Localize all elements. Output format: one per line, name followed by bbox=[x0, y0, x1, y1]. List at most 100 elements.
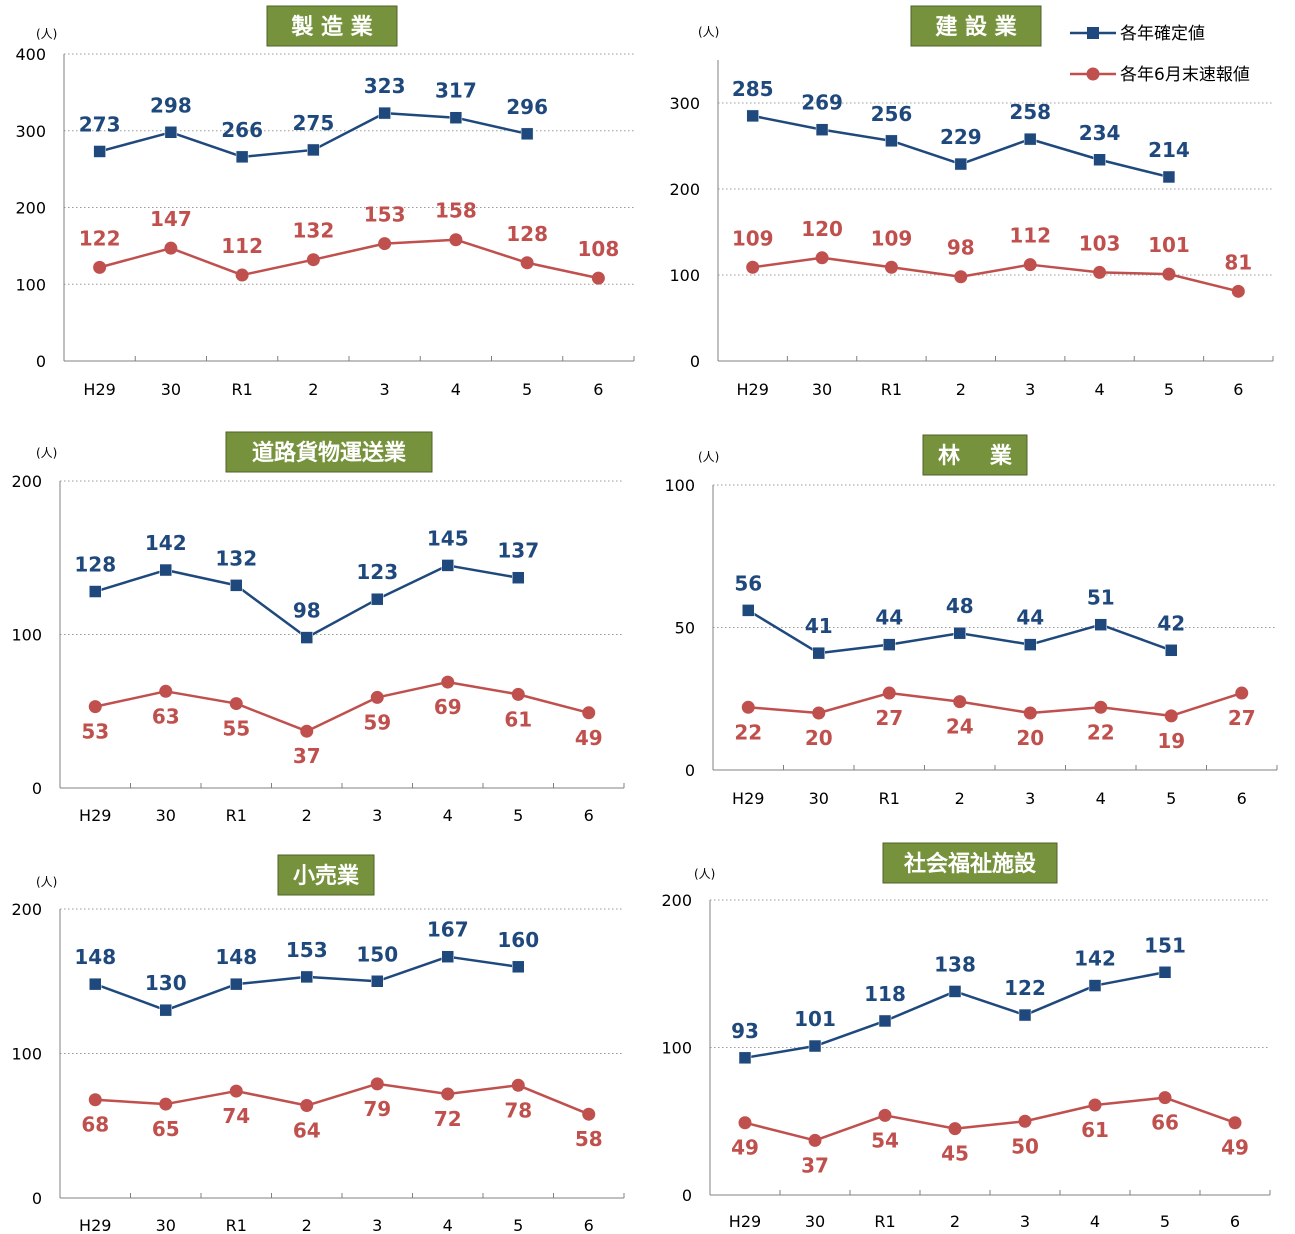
data-label: 160 bbox=[497, 928, 539, 952]
data-label: 68 bbox=[81, 1113, 109, 1137]
data-point-square bbox=[1023, 132, 1037, 146]
data-point-circle bbox=[88, 1093, 102, 1107]
data-label: 49 bbox=[575, 726, 603, 750]
data-point-circle bbox=[300, 724, 314, 738]
chart-title: 社会福祉施設 bbox=[904, 851, 1037, 877]
data-point-circle bbox=[370, 690, 384, 704]
legend-marker-square bbox=[1087, 27, 1099, 39]
data-point-circle bbox=[1235, 686, 1249, 700]
data-point-square bbox=[89, 585, 102, 598]
data-label: 145 bbox=[427, 526, 469, 550]
data-point-circle bbox=[449, 233, 463, 247]
data-point-square bbox=[878, 1014, 892, 1028]
series-line bbox=[94, 680, 590, 733]
data-point-circle bbox=[378, 237, 392, 251]
x-tick-label: H29 bbox=[79, 806, 111, 825]
x-tick-label: 5 bbox=[513, 1216, 523, 1234]
data-label: 109 bbox=[871, 226, 913, 250]
chart-panel: 小売業 (人) 0 100 200 H29 30 R1 2 3 4 5 6 148 130 148 153 150… bbox=[11, 854, 625, 1234]
x-tick-label: R1 bbox=[231, 380, 252, 399]
data-label: 296 bbox=[506, 95, 548, 119]
data-point-square bbox=[746, 109, 759, 123]
data-point-circle bbox=[1158, 1091, 1172, 1105]
y-unit-label: (人) bbox=[36, 875, 57, 889]
data-label: 112 bbox=[221, 234, 263, 258]
chart-title-box bbox=[277, 854, 375, 896]
y-tick-label: 0 bbox=[32, 779, 42, 798]
data-label: 118 bbox=[864, 982, 906, 1006]
chart-title-box bbox=[910, 5, 1042, 47]
y-unit-label: (人) bbox=[694, 867, 715, 881]
x-tick-label: R1 bbox=[874, 1212, 895, 1231]
y-unit-label: (人) bbox=[36, 27, 57, 41]
data-point-circle bbox=[1093, 265, 1107, 279]
data-point-square bbox=[812, 646, 825, 660]
data-point-circle bbox=[370, 1077, 384, 1091]
x-tick-label: 2 bbox=[308, 380, 318, 399]
y-tick-label: 100 bbox=[11, 1045, 42, 1064]
data-point-circle bbox=[1088, 1098, 1102, 1112]
data-point-circle bbox=[884, 260, 898, 274]
data-label: 44 bbox=[1016, 606, 1044, 630]
data-label: 273 bbox=[79, 112, 121, 136]
data-label: 45 bbox=[941, 1142, 969, 1166]
data-label: 214 bbox=[1148, 138, 1190, 162]
data-label: 49 bbox=[731, 1136, 759, 1160]
y-tick-label: 50 bbox=[675, 619, 695, 638]
chart-title: 小売業 bbox=[293, 863, 360, 889]
y-tick-label: 100 bbox=[11, 626, 42, 645]
data-label: 58 bbox=[575, 1127, 603, 1151]
data-point-square bbox=[300, 631, 313, 644]
data-label: 79 bbox=[363, 1097, 391, 1121]
y-tick-label: 300 bbox=[669, 94, 700, 113]
x-tick-label: 3 bbox=[1025, 789, 1035, 808]
series-line bbox=[744, 1096, 1236, 1142]
chart-title: 建 設 業 bbox=[935, 14, 1017, 40]
data-point-circle bbox=[520, 256, 534, 270]
x-tick-label: H29 bbox=[83, 380, 115, 399]
data-point-circle bbox=[591, 271, 605, 285]
data-label: 27 bbox=[1228, 706, 1256, 730]
data-label: 98 bbox=[293, 599, 321, 623]
data-label: 63 bbox=[152, 704, 180, 728]
y-tick-label: 400 bbox=[15, 45, 46, 64]
x-tick-label: 4 bbox=[1096, 789, 1106, 808]
data-point-square bbox=[953, 626, 966, 640]
y-tick-label: 100 bbox=[669, 266, 700, 285]
data-label: 101 bbox=[794, 1007, 836, 1031]
y-tick-label: 0 bbox=[690, 352, 700, 371]
x-tick-label: 2 bbox=[956, 380, 966, 399]
data-label: 128 bbox=[506, 222, 548, 246]
data-label: 122 bbox=[79, 226, 121, 250]
data-label: 234 bbox=[1079, 121, 1121, 145]
data-point-square bbox=[378, 106, 391, 120]
data-point-circle bbox=[511, 687, 525, 701]
data-label: 81 bbox=[1224, 250, 1252, 274]
data-point-square bbox=[520, 127, 534, 141]
data-point-square bbox=[1088, 979, 1102, 992]
data-point-circle bbox=[1094, 700, 1108, 714]
x-tick-label: 5 bbox=[1164, 380, 1174, 399]
series-line bbox=[95, 1082, 590, 1116]
data-label: 258 bbox=[1009, 100, 1051, 124]
data-label: 61 bbox=[504, 707, 532, 731]
data-label: 37 bbox=[293, 744, 321, 768]
data-point-square bbox=[93, 145, 106, 158]
data-label: 50 bbox=[1011, 1134, 1039, 1158]
data-label: 41 bbox=[805, 614, 833, 638]
y-tick-label: 200 bbox=[661, 891, 692, 910]
data-point-square bbox=[1094, 618, 1107, 631]
data-label: 229 bbox=[940, 125, 982, 149]
data-label: 59 bbox=[363, 710, 391, 734]
data-label: 64 bbox=[293, 1119, 321, 1143]
data-point-circle bbox=[229, 1084, 243, 1098]
data-point-circle bbox=[738, 1116, 752, 1130]
y-tick-label: 0 bbox=[36, 352, 46, 371]
data-label: 132 bbox=[293, 219, 335, 243]
chart-title: 道路貨物運送業 bbox=[252, 440, 407, 466]
x-tick-label: 4 bbox=[451, 380, 461, 399]
chart-panel: 道路貨物運送業 (人) 0 100 200 H29 30 R1 2 3 4 5 6 128 142 132 98… bbox=[11, 431, 625, 825]
data-point-circle bbox=[1231, 284, 1245, 298]
